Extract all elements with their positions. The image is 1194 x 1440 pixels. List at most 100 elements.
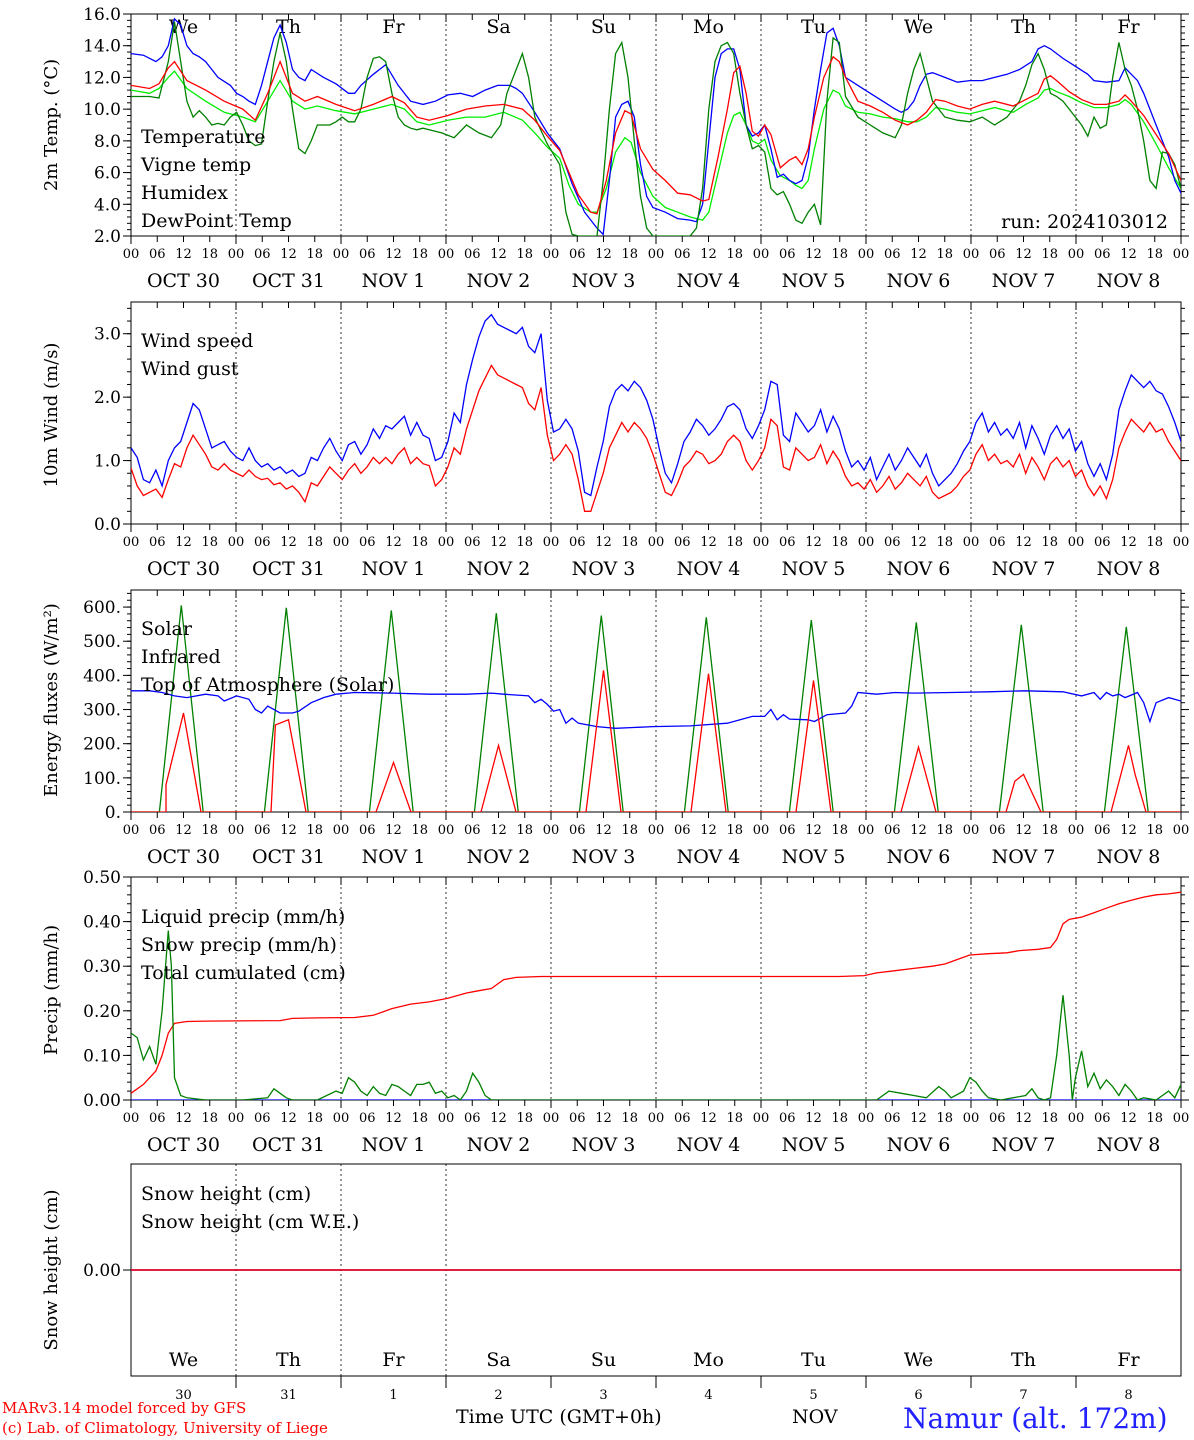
x-hour-label: 06 xyxy=(779,1111,796,1126)
weekday-label: Mo xyxy=(693,16,724,38)
meteogram-chart: 2.04.06.08.010.012.014.016.000 06 12 18OCT … xyxy=(41,5,1190,1403)
day-number-label: 31 xyxy=(280,1388,297,1403)
weekday-label: Fr xyxy=(382,16,405,38)
x-hour-label: 00 xyxy=(858,535,875,550)
weekday-label: Fr xyxy=(1117,1349,1140,1371)
weekday-label: Sa xyxy=(486,1349,510,1371)
x-hour-label: 18 xyxy=(306,1111,323,1126)
x-hour-label: 18 xyxy=(411,535,428,550)
x-hour-label: 00 xyxy=(963,535,980,550)
x-hour-label: 12 xyxy=(595,1111,612,1126)
x-date-label: OCT 30 xyxy=(147,558,220,580)
station-name: Namur (alt. 172m) xyxy=(903,1402,1168,1435)
x-hour-label: 18 xyxy=(1146,247,1163,262)
x-date-label: NOV 6 xyxy=(887,846,951,868)
month-label: NOV xyxy=(792,1406,838,1428)
weekday-label: Th xyxy=(1011,16,1036,38)
series-line-top-of-atmosphere-solar xyxy=(131,605,1181,812)
day-number-label: 1 xyxy=(389,1388,397,1403)
x-hour-label: 18 xyxy=(516,823,533,838)
x-date-label: NOV 8 xyxy=(1097,1134,1161,1156)
y-tick-label: 10.0 xyxy=(83,100,121,120)
x-hour-label: 18 xyxy=(306,247,323,262)
weekday-label: Su xyxy=(591,1349,616,1371)
x-hour-label: 06 xyxy=(359,247,376,262)
x-hour-label: 00 xyxy=(1068,1111,1085,1126)
x-date-label: NOV 2 xyxy=(467,558,531,580)
x-date-label: OCT 31 xyxy=(252,270,325,292)
y-tick-label: 6.0 xyxy=(94,164,121,184)
y-tick-label: 0.0 xyxy=(94,515,121,535)
x-hour-label: 06 xyxy=(674,535,691,550)
weekday-label: Tu xyxy=(801,1349,826,1371)
x-date-label: NOV 1 xyxy=(362,270,426,292)
series-line-vigne-temp xyxy=(131,21,1181,236)
x-hour-label: 12 xyxy=(1120,247,1137,262)
x-hour-label: 18 xyxy=(1041,247,1058,262)
x-hour-label: 12 xyxy=(385,535,402,550)
x-hour-label: 00 xyxy=(648,1111,665,1126)
x-hour-label: 00 xyxy=(963,823,980,838)
day-number-label: 8 xyxy=(1124,1388,1132,1403)
x-hour-label: 06 xyxy=(149,535,166,550)
x-date-label: NOV 8 xyxy=(1097,558,1161,580)
y-axis-label: Snow height (cm) xyxy=(41,1189,62,1350)
weekday-label: We xyxy=(904,1349,933,1371)
series-line-wind-speed xyxy=(131,364,1181,512)
y-axis-label: Energy fluxes (W/m²) xyxy=(41,603,62,797)
y-tick-label: 200. xyxy=(83,735,121,755)
x-hour-label: 00 xyxy=(1068,247,1085,262)
x-hour-label: 00 xyxy=(648,247,665,262)
x-hour-label: 06 xyxy=(1094,247,1111,262)
y-tick-label: 14.0 xyxy=(83,37,121,57)
weekday-label: Sa xyxy=(486,16,510,38)
x-hour-label: 18 xyxy=(411,247,428,262)
legend-entry: Infrared xyxy=(141,646,221,668)
x-date-label: NOV 1 xyxy=(362,1134,426,1156)
x-hour-label: 00 xyxy=(333,1111,350,1126)
x-hour-label: 18 xyxy=(621,247,638,262)
model-credit: MARv3.14 model forced by GFS xyxy=(2,1399,247,1417)
x-hour-label: 18 xyxy=(1146,823,1163,838)
x-date-label: NOV 1 xyxy=(362,846,426,868)
x-date-label: NOV 4 xyxy=(677,558,741,580)
x-hour-label: 06 xyxy=(989,1111,1006,1126)
x-hour-label: 12 xyxy=(700,823,717,838)
x-hour-label: 06 xyxy=(569,247,586,262)
x-hour-label: 18 xyxy=(621,823,638,838)
x-hour-label: 06 xyxy=(464,823,481,838)
x-date-label: NOV 4 xyxy=(677,270,741,292)
x-hour-label: 18 xyxy=(936,535,953,550)
day-number-label: 4 xyxy=(704,1388,712,1403)
x-hour-label: 12 xyxy=(175,247,192,262)
x-date-label: NOV 7 xyxy=(992,1134,1056,1156)
x-hour-label: 18 xyxy=(201,247,218,262)
x-date-label: NOV 5 xyxy=(782,270,846,292)
x-hour-label: 00 xyxy=(1173,535,1190,550)
x-date-label: OCT 30 xyxy=(147,846,220,868)
x-hour-label: 00 xyxy=(963,1111,980,1126)
x-hour-label: 06 xyxy=(359,535,376,550)
y-tick-label: 0.20 xyxy=(83,1002,121,1022)
x-hour-label: 12 xyxy=(175,535,192,550)
x-hour-label: 00 xyxy=(648,535,665,550)
x-hour-label: 12 xyxy=(175,1111,192,1126)
copyright-credit: (c) Lab. of Climatology, University of L… xyxy=(2,1419,328,1437)
y-tick-label: 8.0 xyxy=(94,132,121,152)
legend-entry: Wind gust xyxy=(141,358,239,380)
x-date-label: NOV 7 xyxy=(992,270,1056,292)
series-line-solar xyxy=(131,670,1181,812)
x-hour-label: 06 xyxy=(569,1111,586,1126)
x-hour-label: 18 xyxy=(201,1111,218,1126)
x-hour-label: 18 xyxy=(621,1111,638,1126)
x-date-label: NOV 5 xyxy=(782,558,846,580)
x-hour-label: 12 xyxy=(805,535,822,550)
x-hour-label: 18 xyxy=(1041,1111,1058,1126)
x-hour-label: 06 xyxy=(464,1111,481,1126)
series-line-dewpoint-temp xyxy=(131,70,1181,221)
x-hour-label: 12 xyxy=(910,1111,927,1126)
x-date-label: NOV 2 xyxy=(467,270,531,292)
x-hour-label: 00 xyxy=(858,1111,875,1126)
legend-entry: Total cumulated (cm) xyxy=(141,962,346,984)
day-number-label: 6 xyxy=(914,1388,922,1403)
